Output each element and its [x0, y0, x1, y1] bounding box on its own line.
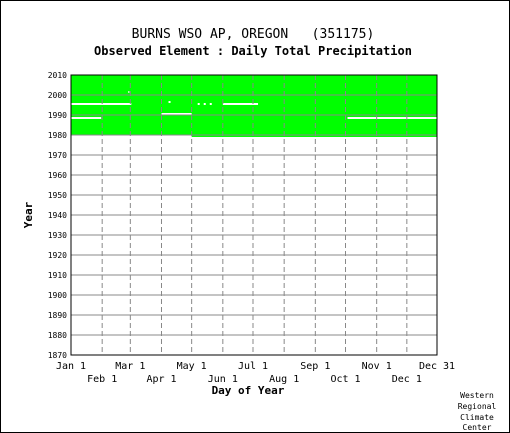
credit-line-1: Western	[460, 391, 494, 400]
x-tick-label: Apr 1	[146, 374, 176, 385]
x-axis-ticks: Jan 1 Mar 1 May 1 Jul 1 Sep 1 Nov 1 Dec 31 Feb …	[56, 361, 455, 385]
grid-layer	[71, 75, 437, 355]
x-tick-label: Sep 1	[300, 361, 330, 372]
x-tick-label: Oct 1	[330, 374, 360, 385]
data-layer	[71, 75, 439, 137]
chart-subtitle: Observed Element : Daily Total Precipita…	[94, 44, 412, 58]
x-tick-label: Jan 1	[56, 361, 86, 372]
x-tick-label: Mar 1	[115, 361, 145, 372]
y-tick-label: 1910	[48, 271, 67, 280]
missing-data-gap	[71, 135, 192, 137]
x-tick-label: May 1	[177, 361, 207, 372]
x-tick-label: Nov 1	[362, 361, 392, 372]
missing-data-gap	[71, 103, 132, 105]
y-tick-label: 2010	[48, 71, 67, 80]
y-tick-label: 1930	[48, 231, 67, 240]
missing-data-gap	[197, 103, 200, 105]
missing-data-gap	[347, 117, 439, 119]
data-coverage-block	[71, 75, 437, 137]
missing-data-gap	[168, 101, 171, 103]
y-axis-label: Year	[22, 201, 35, 228]
missing-data-gap	[222, 103, 259, 105]
y-axis-ticks: 1870 1880 1890 1900 1910 1920 1930 1940 1950 1960…	[48, 71, 67, 360]
y-tick-label: 1900	[48, 291, 67, 300]
y-tick-label: 1880	[48, 331, 67, 340]
credit-line-3: Climate	[460, 413, 494, 422]
missing-data-gap	[128, 91, 130, 93]
x-tick-label: Dec 31	[419, 361, 455, 372]
x-tick-label: Dec 1	[392, 374, 422, 385]
y-tick-label: 1890	[48, 311, 67, 320]
credit-block: Western Regional Climate Center	[458, 391, 497, 432]
credit-line-2: Regional	[458, 402, 497, 411]
x-axis-label: Day of Year	[212, 384, 285, 397]
y-tick-label: 1970	[48, 151, 67, 160]
x-tick-label: Feb 1	[87, 374, 117, 385]
y-tick-label: 1870	[48, 351, 67, 360]
missing-data-gap	[203, 103, 206, 105]
y-tick-label: 1990	[48, 111, 67, 120]
missing-data-gap	[161, 113, 192, 115]
credit-line-4: Center	[463, 423, 492, 432]
y-tick-label: 1980	[48, 131, 67, 140]
missing-data-gap	[209, 103, 212, 105]
x-tick-label: Jun 1	[208, 374, 238, 385]
y-tick-label: 1960	[48, 171, 67, 180]
x-tick-label: Jul 1	[238, 361, 268, 372]
x-tick-label: Aug 1	[269, 374, 299, 385]
chart-title: BURNS WSO AP, OREGON (351175)	[132, 27, 375, 42]
y-tick-label: 1920	[48, 251, 67, 260]
plot-border	[70, 74, 438, 356]
y-tick-label: 1950	[48, 191, 67, 200]
y-tick-label: 2000	[48, 91, 67, 100]
missing-data-gap	[71, 117, 102, 119]
y-tick-label: 1940	[48, 211, 67, 220]
